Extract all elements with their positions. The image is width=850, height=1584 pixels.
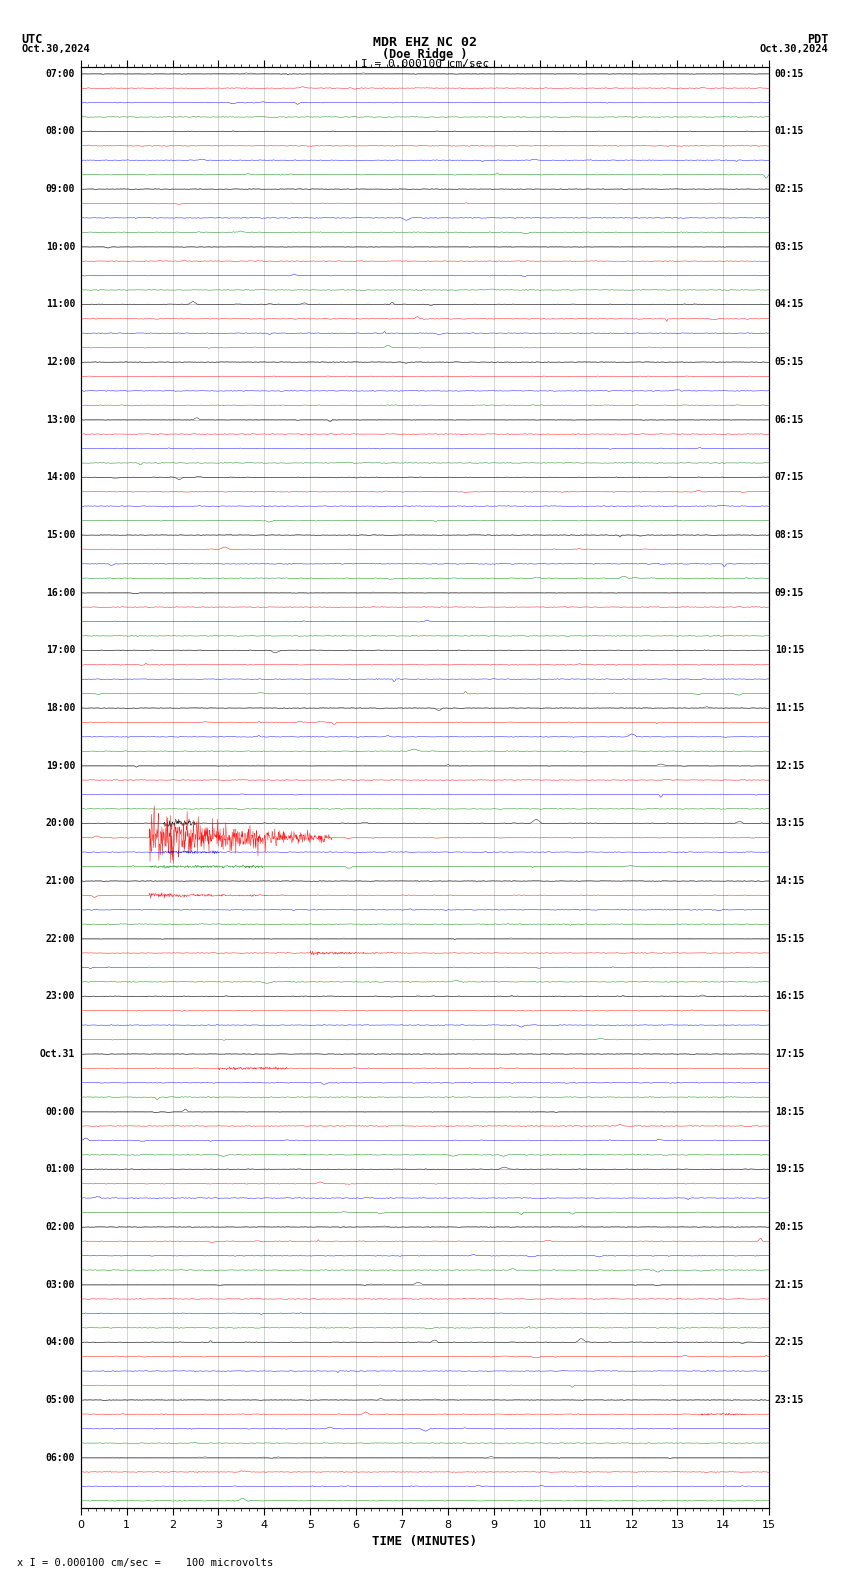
Text: 18:00: 18:00 xyxy=(46,703,76,713)
Text: 21:00: 21:00 xyxy=(46,876,76,885)
Text: 02:00: 02:00 xyxy=(46,1221,76,1232)
Text: 04:00: 04:00 xyxy=(46,1337,76,1348)
Text: 15:00: 15:00 xyxy=(46,531,76,540)
Text: 13:00: 13:00 xyxy=(46,415,76,425)
Text: 20:00: 20:00 xyxy=(46,819,76,828)
Text: 16:00: 16:00 xyxy=(46,588,76,597)
Text: 18:15: 18:15 xyxy=(774,1107,804,1117)
Text: 06:00: 06:00 xyxy=(46,1453,76,1462)
Text: 08:15: 08:15 xyxy=(774,531,804,540)
Text: (Doe Ridge ): (Doe Ridge ) xyxy=(382,48,468,60)
Text: 14:00: 14:00 xyxy=(46,472,76,483)
Text: 07:15: 07:15 xyxy=(774,472,804,483)
Text: Oct.30,2024: Oct.30,2024 xyxy=(760,44,829,54)
Text: 13:15: 13:15 xyxy=(774,819,804,828)
Text: 17:00: 17:00 xyxy=(46,645,76,656)
Text: I = 0.000100 cm/sec: I = 0.000100 cm/sec xyxy=(361,59,489,68)
Text: 11:15: 11:15 xyxy=(774,703,804,713)
Text: 23:00: 23:00 xyxy=(46,992,76,1001)
Text: 03:00: 03:00 xyxy=(46,1280,76,1289)
Text: UTC: UTC xyxy=(21,33,42,46)
Text: 02:15: 02:15 xyxy=(774,184,804,195)
Text: 06:15: 06:15 xyxy=(774,415,804,425)
Text: 15:15: 15:15 xyxy=(774,933,804,944)
Text: 05:15: 05:15 xyxy=(774,356,804,367)
Text: 12:15: 12:15 xyxy=(774,760,804,771)
Text: 22:15: 22:15 xyxy=(774,1337,804,1348)
Text: 14:15: 14:15 xyxy=(774,876,804,885)
Text: 05:00: 05:00 xyxy=(46,1396,76,1405)
Text: 21:15: 21:15 xyxy=(774,1280,804,1289)
Text: PDT: PDT xyxy=(808,33,829,46)
Text: 04:15: 04:15 xyxy=(774,299,804,309)
Text: 16:15: 16:15 xyxy=(774,992,804,1001)
Text: 08:00: 08:00 xyxy=(46,127,76,136)
Text: 20:15: 20:15 xyxy=(774,1221,804,1232)
Text: 23:15: 23:15 xyxy=(774,1396,804,1405)
Text: 22:00: 22:00 xyxy=(46,933,76,944)
Text: 09:15: 09:15 xyxy=(774,588,804,597)
Text: 10:15: 10:15 xyxy=(774,645,804,656)
Text: 09:00: 09:00 xyxy=(46,184,76,195)
Text: 01:00: 01:00 xyxy=(46,1164,76,1174)
Text: MDR EHZ NC 02: MDR EHZ NC 02 xyxy=(373,36,477,49)
Text: 03:15: 03:15 xyxy=(774,242,804,252)
Text: x I = 0.000100 cm/sec =    100 microvolts: x I = 0.000100 cm/sec = 100 microvolts xyxy=(17,1559,273,1568)
Text: 11:00: 11:00 xyxy=(46,299,76,309)
Text: 07:00: 07:00 xyxy=(46,68,76,79)
Text: 19:00: 19:00 xyxy=(46,760,76,771)
Text: Oct.31: Oct.31 xyxy=(40,1049,76,1060)
Text: 00:00: 00:00 xyxy=(46,1107,76,1117)
Text: Oct.30,2024: Oct.30,2024 xyxy=(21,44,90,54)
X-axis label: TIME (MINUTES): TIME (MINUTES) xyxy=(372,1535,478,1548)
Text: 19:15: 19:15 xyxy=(774,1164,804,1174)
Text: 12:00: 12:00 xyxy=(46,356,76,367)
Text: 01:15: 01:15 xyxy=(774,127,804,136)
Text: 00:15: 00:15 xyxy=(774,68,804,79)
Text: 10:00: 10:00 xyxy=(46,242,76,252)
Text: 17:15: 17:15 xyxy=(774,1049,804,1060)
